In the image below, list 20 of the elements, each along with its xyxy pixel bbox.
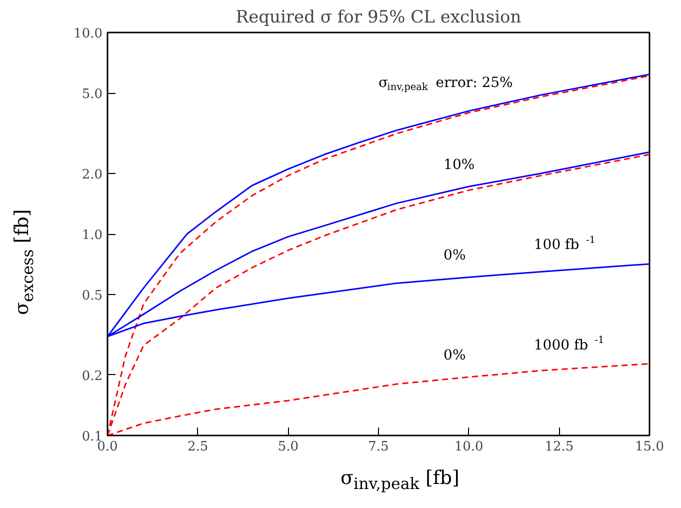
x-tick-label: 7.5 bbox=[368, 440, 389, 454]
x-tick-label: 15.0 bbox=[635, 440, 664, 454]
annotation: 0% bbox=[444, 347, 466, 364]
y-tick-label: 0.2 bbox=[82, 368, 103, 384]
annotation: 10% bbox=[444, 157, 475, 173]
y-tick-label: 1.0 bbox=[82, 228, 103, 243]
annotation: 100 fb-1 bbox=[534, 234, 596, 254]
x-axis-title: σ$_{inv,peak}$ [fb] bbox=[340, 466, 460, 495]
x-tick-label: 2.5 bbox=[187, 440, 208, 454]
y-tick-label: 5.0 bbox=[82, 87, 103, 102]
y-tick-label: 10.0 bbox=[74, 26, 103, 42]
y-tick-label: 0.5 bbox=[82, 288, 103, 304]
annotation: 1000 fb-1 bbox=[534, 335, 604, 354]
chart-title: Required σ for 95% CL exclusion bbox=[236, 8, 522, 28]
y-tick-label: 2.0 bbox=[82, 167, 103, 182]
x-tick-label: 5.0 bbox=[278, 440, 299, 454]
annotation: 0% bbox=[444, 248, 466, 264]
x-tick-label: 12.5 bbox=[544, 440, 574, 454]
x-tick-label: 0.0 bbox=[97, 440, 118, 454]
x-tick-label: 10.0 bbox=[454, 440, 484, 454]
